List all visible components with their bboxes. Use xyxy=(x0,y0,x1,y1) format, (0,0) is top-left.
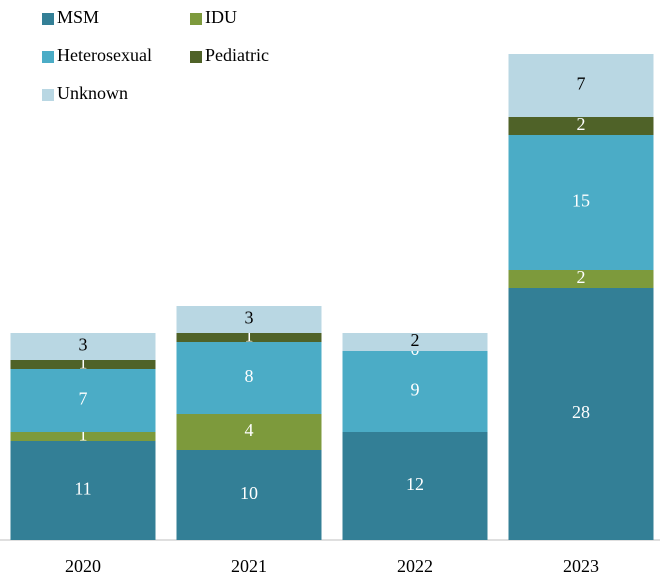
bar-segment xyxy=(10,333,156,360)
legend-swatch xyxy=(42,89,54,101)
value-label: 2 xyxy=(577,267,586,287)
value-label: 1 xyxy=(245,326,254,346)
value-label: 9 xyxy=(411,380,420,400)
legend-swatch xyxy=(42,13,54,25)
bar-segment xyxy=(342,333,488,351)
bar-segment xyxy=(508,270,654,288)
x-tick-label: 2021 xyxy=(231,556,267,576)
value-label: 15 xyxy=(572,191,590,211)
bar-segment xyxy=(176,342,322,414)
bar-segment xyxy=(10,369,156,432)
value-label: 11 xyxy=(74,479,91,499)
legend-swatch xyxy=(190,13,202,25)
value-label: 1 xyxy=(79,425,88,445)
bar-segment xyxy=(508,54,654,117)
value-label: 3 xyxy=(245,308,254,328)
legend-label: Unknown xyxy=(57,83,128,103)
legend-swatch xyxy=(190,51,202,63)
legend-label: MSM xyxy=(57,7,99,27)
bar-segment xyxy=(508,117,654,135)
bar-segment xyxy=(176,414,322,450)
x-tick-label: 2020 xyxy=(65,556,101,576)
value-label: 28 xyxy=(572,402,590,422)
value-label: 2 xyxy=(411,330,420,350)
legend-label: Pediatric xyxy=(205,45,269,65)
legend: MSM IDU Heterosexual Pediatric Unknown xyxy=(42,7,269,103)
value-label: 4 xyxy=(245,420,254,440)
bar-segment xyxy=(342,351,488,432)
legend-label: Heterosexual xyxy=(57,45,152,65)
bar-segment xyxy=(508,135,654,270)
bar-segment xyxy=(10,432,156,441)
value-label: 7 xyxy=(79,389,88,409)
value-label: 3 xyxy=(79,335,88,355)
legend-swatch xyxy=(42,51,54,63)
bar-segment xyxy=(508,288,654,540)
bar-segment xyxy=(176,306,322,333)
value-label: 7 xyxy=(577,74,586,94)
legend-label: IDU xyxy=(205,7,237,27)
bar-segment xyxy=(176,450,322,540)
value-label: 1 xyxy=(79,353,88,373)
value-label: 12 xyxy=(406,474,424,494)
x-tick-label: 2023 xyxy=(563,556,599,576)
bar-segment xyxy=(10,360,156,369)
bar-segment xyxy=(176,333,322,342)
bar-segment xyxy=(10,441,156,540)
x-tick-label: 2022 xyxy=(397,556,433,576)
value-label: 2 xyxy=(577,114,586,134)
bar-segment xyxy=(342,432,488,540)
value-label: 8 xyxy=(245,366,254,386)
value-label: 10 xyxy=(240,483,258,503)
